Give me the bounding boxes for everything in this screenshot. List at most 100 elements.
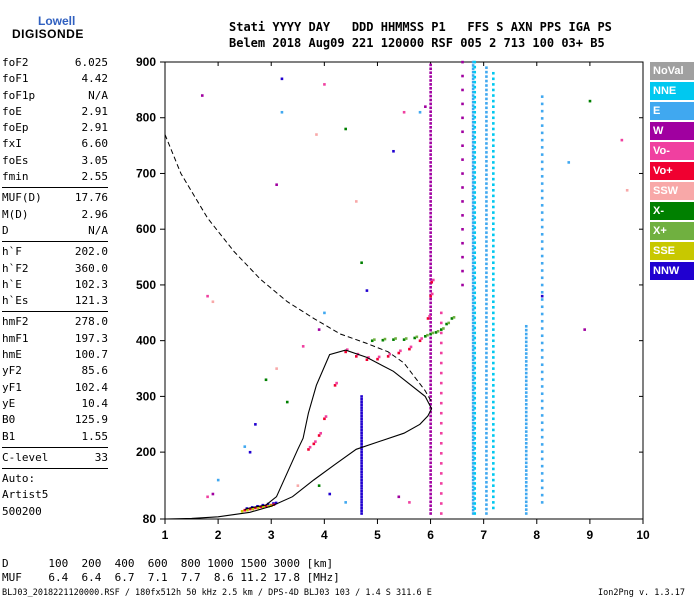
interference-dot <box>485 298 488 301</box>
interference-dot <box>485 351 488 355</box>
interference-dot <box>473 181 477 184</box>
interference-dot <box>485 489 488 493</box>
interference-dot <box>524 395 528 398</box>
interference-dot <box>429 227 432 231</box>
param-name: yF1 <box>2 380 22 394</box>
interference-dot <box>540 153 544 156</box>
interference-dot <box>473 231 477 234</box>
echo-dot <box>267 504 270 508</box>
interference-dot <box>360 509 363 513</box>
interference-dot <box>429 180 432 184</box>
interference-dot <box>485 79 488 83</box>
interference-dot <box>485 235 488 239</box>
interference-dot <box>485 476 488 480</box>
echo-dot <box>436 329 440 333</box>
interference-dot <box>429 184 432 188</box>
interference-dot <box>492 317 495 320</box>
echo-dot <box>394 337 397 340</box>
interference-dot <box>360 434 363 437</box>
param-value: 202.0 <box>74 245 108 259</box>
interference-dot <box>524 484 528 488</box>
interference-dot <box>429 457 432 461</box>
interference-dot <box>471 478 475 482</box>
interference-dot <box>473 326 477 330</box>
legend-item-vo-: Vo+ <box>650 162 694 180</box>
interference-dot <box>471 291 475 295</box>
param-name: C-level <box>2 450 49 464</box>
interference-dot <box>439 482 443 485</box>
echo-dot <box>370 339 374 343</box>
interference-dot <box>492 473 495 476</box>
param-value: N/A <box>88 88 108 102</box>
interference-dot <box>429 231 432 234</box>
interference-dot <box>473 85 477 89</box>
interference-dot <box>429 512 432 515</box>
interference-dot <box>492 445 495 448</box>
interference-dot <box>492 133 495 136</box>
echo-dot <box>254 506 257 510</box>
param-row: h`F2 360.0 <box>2 261 108 277</box>
interference-dot <box>492 300 495 304</box>
interference-dot <box>360 450 363 454</box>
interference-dot <box>473 492 477 495</box>
interference-dot <box>473 431 477 435</box>
interference-dot <box>485 293 488 297</box>
param-separator <box>2 468 108 470</box>
interference-dot <box>429 438 432 441</box>
interference-dot <box>473 497 477 500</box>
interference-dot <box>471 217 475 221</box>
param-value: 197.3 <box>74 331 108 345</box>
param-name: foE <box>2 104 22 118</box>
interference-dot <box>429 367 432 371</box>
interference-dot <box>360 484 363 487</box>
interference-dot <box>360 411 363 415</box>
interference-dot <box>360 492 363 496</box>
echo-dot <box>376 357 379 361</box>
param-name: yE <box>2 396 16 410</box>
interference-dot <box>540 225 544 229</box>
interference-dot <box>540 327 544 330</box>
interference-dot <box>492 328 495 331</box>
interference-dot <box>524 367 528 371</box>
interference-dot <box>540 276 544 280</box>
interference-dot <box>473 396 477 400</box>
interference-dot <box>524 438 528 441</box>
interference-dot <box>360 498 363 501</box>
echo-dot <box>367 356 370 359</box>
interference-dot <box>429 371 432 375</box>
interference-dot <box>429 324 432 328</box>
interference-dot <box>473 336 477 340</box>
param-name: M(D) <box>2 207 29 221</box>
interference-dot <box>471 365 475 368</box>
interference-dot <box>471 508 475 512</box>
interference-dot <box>492 428 495 432</box>
echo-dot <box>408 347 411 351</box>
interference-dot <box>429 90 432 94</box>
echo-dot <box>429 294 432 298</box>
interference-dot <box>524 406 528 410</box>
echo-dot <box>317 484 321 487</box>
param-row: Artist5 <box>2 487 108 503</box>
interference-dot <box>471 268 475 271</box>
interference-dot <box>360 395 363 398</box>
interference-dot <box>524 379 528 383</box>
interference-dot <box>471 110 475 114</box>
param-name: hmF1 <box>2 331 29 345</box>
interference-dot <box>439 391 443 395</box>
echo-dot <box>206 495 209 499</box>
interference-dot <box>473 65 477 69</box>
interference-dot <box>429 145 432 149</box>
interference-dot <box>473 361 477 365</box>
interference-dot <box>429 402 432 406</box>
interference-dot <box>473 311 477 315</box>
param-name: Artist5 <box>2 488 49 502</box>
param-value: 360.0 <box>74 261 108 275</box>
echo-dot <box>397 495 401 499</box>
interference-dot <box>360 503 363 507</box>
interference-dot <box>524 414 528 418</box>
interference-dot <box>471 231 475 234</box>
param-row: foEp 2.91 <box>2 120 108 136</box>
interference-dot <box>492 389 495 393</box>
interference-dot <box>471 304 475 308</box>
interference-dot <box>429 200 432 203</box>
